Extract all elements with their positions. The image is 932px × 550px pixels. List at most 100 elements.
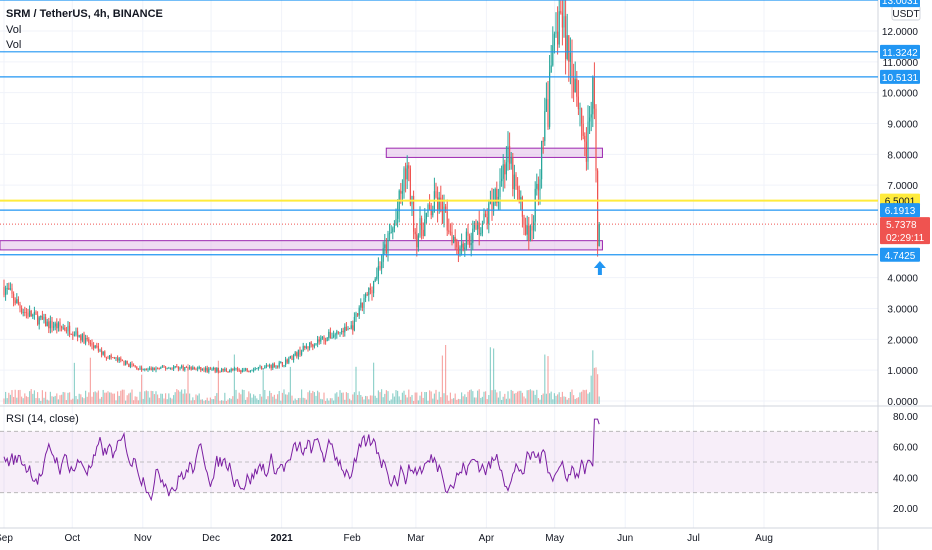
- volume-bar: [134, 396, 136, 404]
- time-axis[interactable]: Sep Oct Nov Dec 2021 Feb Mar Apr May Jun Jul Aug: [0, 533, 773, 544]
- candle-body: [504, 164, 506, 175]
- volume-bar: [75, 396, 77, 404]
- volume-bar: [198, 393, 200, 404]
- price-tag-label: 13.0031: [882, 0, 919, 7]
- candle-body: [53, 326, 55, 328]
- volume-bar: [475, 397, 477, 404]
- volume-bar: [29, 391, 31, 404]
- candle-body: [11, 288, 13, 294]
- candle-body: [21, 307, 23, 313]
- price-tag-label: 11.3242: [882, 48, 918, 59]
- volume-bar: [526, 390, 528, 404]
- volume-bar: [433, 393, 435, 404]
- volume-bar: [121, 389, 123, 404]
- candle-body: [150, 368, 152, 371]
- candle-body: [179, 367, 181, 370]
- price-axis[interactable]: 12.0000 11.0000 10.0000 9.0000 8.0000 7.0000 4…: [882, 5, 921, 408]
- candle-body: [331, 337, 333, 339]
- volume-bar: [209, 397, 211, 404]
- volume-bar: [417, 400, 419, 404]
- candle-body: [270, 365, 272, 369]
- candle-body: [456, 241, 458, 248]
- volume-bar: [585, 389, 587, 404]
- candle-body: [17, 299, 19, 305]
- candle-body: [406, 165, 408, 180]
- volume-bar: [544, 354, 546, 404]
- candle-body: [547, 99, 549, 127]
- time-tick-label: May: [545, 533, 564, 544]
- volume-bar: [469, 390, 471, 404]
- volume-bar: [595, 367, 597, 404]
- candle-body: [182, 366, 184, 370]
- volume-bar: [97, 390, 99, 404]
- volume-bar: [110, 392, 112, 404]
- volume-bar: [347, 393, 349, 404]
- volume-bar: [328, 400, 330, 404]
- volume-bar: [211, 399, 213, 404]
- candle-body: [243, 369, 245, 371]
- volume-bar: [257, 399, 259, 404]
- volume-bar: [70, 399, 72, 404]
- rsi-band: [0, 431, 878, 493]
- candle-body: [94, 345, 96, 348]
- volume-bar: [326, 398, 328, 404]
- candle-body: [430, 209, 432, 216]
- volume-bar: [459, 399, 461, 404]
- volume-bar: [182, 393, 184, 404]
- candle-body: [43, 316, 45, 320]
- candle-body: [152, 367, 154, 371]
- candle-body: [77, 331, 79, 337]
- symbol-title[interactable]: SRM / TetherUS, 4h, BINANCE: [6, 8, 163, 20]
- candle-body: [595, 108, 597, 171]
- candle-body: [334, 334, 336, 336]
- candle-body: [342, 331, 344, 333]
- candle-body: [475, 222, 477, 230]
- volume-bar: [193, 400, 195, 404]
- volume-bar: [363, 399, 365, 404]
- candle-body: [280, 362, 282, 363]
- volume-bar: [200, 399, 202, 404]
- volume-bar: [217, 360, 219, 404]
- candle-body: [336, 331, 338, 335]
- candle-body: [320, 338, 322, 342]
- candle-body: [405, 168, 407, 180]
- volume-bar: [465, 397, 467, 404]
- volume-bar: [341, 392, 343, 404]
- candle-body: [403, 168, 405, 192]
- candle-body: [486, 217, 488, 224]
- volume-bar: [238, 392, 240, 404]
- candle-body: [213, 368, 215, 370]
- volume-bar: [299, 397, 301, 404]
- candle-body: [309, 342, 311, 349]
- zone-rectangle: [385, 147, 603, 158]
- volume-bar: [333, 400, 335, 404]
- volume-bar: [470, 389, 472, 404]
- candle-body: [192, 367, 194, 370]
- candle-body: [35, 311, 37, 315]
- volume-bar: [123, 389, 125, 404]
- candle-body: [169, 367, 171, 369]
- volume-bar: [269, 390, 271, 404]
- candle-body: [573, 77, 575, 93]
- candle-body: [219, 371, 221, 373]
- candle-body: [413, 196, 415, 232]
- candle-body: [435, 191, 437, 198]
- volume-legend-1[interactable]: Vol: [6, 24, 22, 36]
- candle-body: [489, 201, 491, 204]
- candle-body: [64, 327, 66, 331]
- candle-body: [560, 11, 562, 13]
- volume-bar: [262, 370, 264, 404]
- candle-body: [464, 247, 466, 250]
- candle-body: [16, 299, 18, 304]
- candle-body: [155, 368, 157, 371]
- volume-legend-2[interactable]: Vol: [6, 39, 22, 51]
- volume-bar: [435, 389, 437, 404]
- volume-bar: [345, 392, 347, 404]
- volume-bar: [169, 397, 171, 404]
- rsi-legend[interactable]: RSI (14, close): [6, 413, 79, 425]
- time-tick-label: Sep: [0, 533, 13, 544]
- volume-bar: [381, 389, 383, 404]
- volume-bar: [360, 395, 362, 404]
- candle-body: [355, 313, 357, 318]
